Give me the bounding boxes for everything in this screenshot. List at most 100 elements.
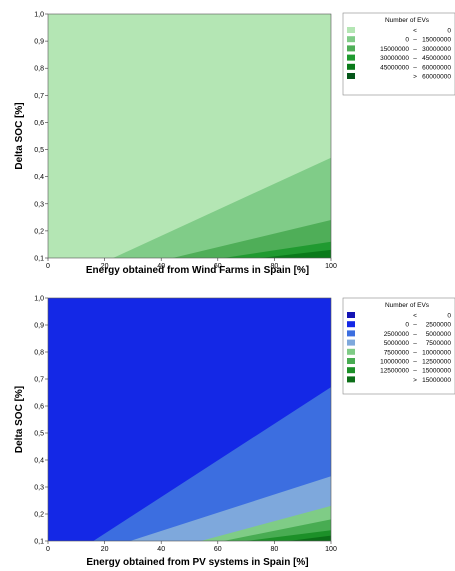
pv-systems-contour-chart: 0,1 0,2 0,3 0,4 0,5 0,6 0,7 0,8 0,9 1,0 0 20 40 60 80 1… [14,296,455,568]
legend-to: 7500000 [426,340,452,347]
legend-swatch [347,27,355,33]
legend-swatch [347,63,355,70]
x-tick-label: 40 [157,546,165,553]
x-tick-label: 100 [325,263,337,270]
legend-sep: – [413,55,417,62]
legend-from: 10000000 [380,359,409,366]
legend-sep: < [413,313,417,320]
legend-from: 30000000 [380,55,409,62]
y-tick-label: 0,3 [34,485,44,492]
legend-to: 12500000 [422,359,451,366]
legend-to: 15000000 [422,368,451,375]
legend-sep: – [413,359,417,366]
legend-swatch [347,330,355,337]
y-axis-label: Delta SOC [%] [14,102,25,169]
x-tick-label: 60 [214,546,222,553]
legend-swatch [347,312,355,318]
x-tick-label: 100 [325,546,337,553]
legend-sep: – [413,322,417,329]
contour-band [288,535,331,541]
legend-sep: – [413,331,417,338]
x-tick-label: 0 [46,263,50,270]
x-tick-label: 60 [214,263,222,270]
legend-sep: > [413,74,417,81]
legend-title: Number of EVs [385,302,430,309]
legend-swatch [347,358,355,364]
y-tick-label: 0,8 [34,66,44,73]
y-tick-label: 0,1 [34,256,44,263]
legend-from: 5000000 [384,340,410,347]
x-tick-label: 80 [271,546,279,553]
y-tick-label: 0,7 [34,377,44,384]
x-axis-label: Energy obtained from Wind Farms in Spain… [86,265,309,276]
legend-swatch [347,376,355,383]
legend-swatch [347,339,355,346]
legend-to: 0 [447,313,451,320]
contour-band [260,249,331,258]
legend-from: 7500000 [384,349,410,356]
legend-to: 5000000 [426,331,452,338]
legend: Number of EVs< 00–25000002500000–50000005… [342,297,455,395]
legend-from: 0 [405,322,409,329]
y-tick-label: 0,3 [34,201,44,208]
legend-to: 0 [447,28,451,35]
x-tick-label: 80 [271,263,279,270]
legend-to: 15000000 [422,377,451,384]
plot-frame [47,13,332,259]
x-axis-label: Energy obtained from PV systems in Spain… [86,557,308,568]
plot-frame [47,297,332,542]
legend-from: 12500000 [380,368,409,375]
y-axis-label: Delta SOC [%] [14,386,25,453]
y-tick-label: 0,9 [34,39,44,46]
x-tick-label: 20 [101,546,109,553]
y-tick-label: 0,4 [34,174,44,181]
x-tick-label: 0 [46,546,50,553]
plot-area [48,14,331,258]
y-tick-label: 0,2 [34,228,44,235]
y-tick-label: 0,1 [34,539,44,546]
legend-sep: – [413,46,417,53]
wind-farms-contour-chart: 0,1 0,2 0,3 0,4 0,5 0,6 0,7 0,8 0,9 1,0 0 20 40 60 80 1… [14,12,455,276]
legend-title: Number of EVs [385,17,430,24]
y-tick-label: 1,0 [34,296,44,303]
legend-box [342,297,455,395]
y-tick-label: 0,5 [34,147,44,154]
legend-swatch [347,367,355,374]
y-tick-label: 0,6 [34,404,44,411]
y-tick-label: 0,9 [34,323,44,330]
legend-sep: – [413,368,417,375]
legend-to: 2500000 [426,322,452,329]
plot-area [48,298,331,541]
legend-sep: – [413,37,417,44]
legend-swatch [347,54,355,61]
y-tick-label: 0,4 [34,458,44,465]
x-tick-label: 40 [157,263,165,270]
contour-band [113,157,331,258]
legend-to: 30000000 [422,46,451,53]
legend-to: 60000000 [422,64,451,71]
legend-to: 10000000 [422,349,451,356]
y-tick-label: 0,8 [34,350,44,357]
y-tick-label: 0,6 [34,120,44,127]
y-tick-label: 0,2 [34,512,44,519]
y-tick-label: 0,5 [34,431,44,438]
legend-from: 2500000 [384,331,410,338]
legend-sep: > [413,377,417,384]
legend-box [342,12,455,96]
legend-swatch [347,36,355,43]
legend-swatch [347,321,355,328]
legend-from: 45000000 [380,64,409,71]
legend-swatch [347,73,355,79]
y-tick-label: 1,0 [34,12,44,19]
y-tick-label: 0,7 [34,93,44,100]
legend-sep: – [413,64,417,71]
legend-from: 0 [405,37,409,44]
legend-to: 15000000 [422,37,451,44]
legend-swatch [347,45,355,52]
legend-sep: – [413,349,417,356]
legend-sep: < [413,28,417,35]
legend-to: 45000000 [422,55,451,62]
legend-from: 15000000 [380,46,409,53]
legend-to: 60000000 [422,74,451,81]
